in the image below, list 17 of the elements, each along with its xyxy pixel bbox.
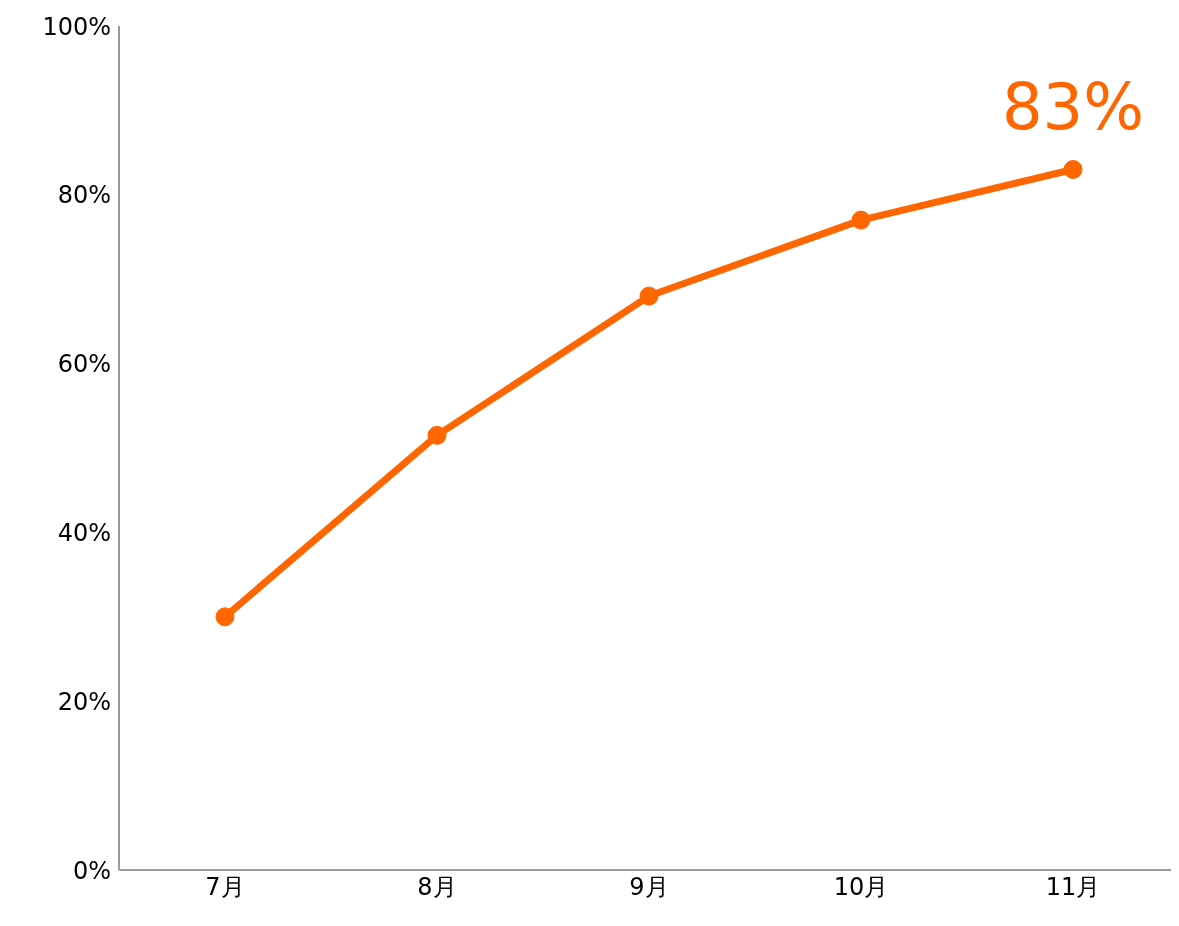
- point: [851, 210, 871, 230]
- x-tick-label: 8月: [417, 873, 457, 902]
- x-tick-label: 9月: [629, 873, 669, 902]
- y-tick-label: 80%: [57, 181, 111, 210]
- y-tick-label: 100%: [42, 12, 111, 41]
- data-label: 83%: [1001, 70, 1145, 145]
- y-tick-label: 60%: [57, 350, 111, 379]
- x-tick-label: 10月: [833, 873, 889, 902]
- x-tick-label: 7月: [205, 873, 245, 902]
- point: [639, 286, 659, 306]
- y-tick-label: 40%: [57, 518, 111, 547]
- point: [215, 607, 235, 627]
- x-tick-label: 11月: [1045, 873, 1101, 902]
- y-tick-label: 20%: [57, 687, 111, 716]
- point: [1063, 159, 1083, 179]
- point: [427, 425, 447, 445]
- y-tick-label: 0%: [72, 856, 111, 885]
